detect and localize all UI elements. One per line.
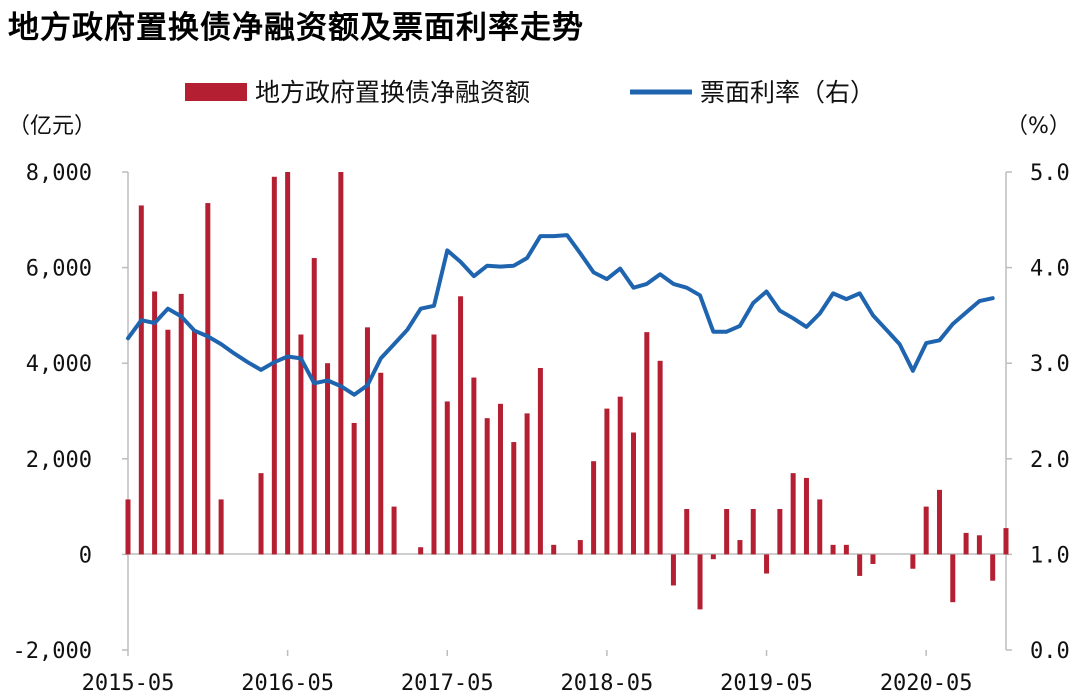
x-tick-labels: 2015-05 2016-05 2017-05 2018-05 2019-05 2020-… <box>82 650 973 696</box>
left-tick-label: 4,000 <box>26 352 92 377</box>
bar <box>285 172 291 555</box>
line-series <box>126 233 995 397</box>
x-tick-label: 2020-05 <box>880 671 973 696</box>
bar <box>524 413 530 555</box>
bar <box>670 554 676 586</box>
x-tick-label: 2015-05 <box>82 671 175 696</box>
bar <box>338 172 344 555</box>
bar <box>378 372 384 555</box>
bar <box>950 554 956 603</box>
bar <box>364 327 370 555</box>
bar <box>351 422 357 555</box>
bar <box>551 544 557 555</box>
bar <box>178 293 184 555</box>
bar <box>444 401 450 555</box>
bar <box>511 442 517 555</box>
bar <box>484 418 490 555</box>
bar <box>325 363 331 555</box>
bar <box>311 258 317 555</box>
legend-line-label: 票面利率（右） <box>700 78 875 107</box>
bar <box>697 554 703 610</box>
right-axis-unit: （%） <box>1006 114 1071 139</box>
legend-bar-label: 地方政府置换债净融资额 <box>255 78 530 107</box>
bar <box>870 554 876 564</box>
left-tick-label: -2,000 <box>13 639 92 664</box>
x-tick-label: 2019-05 <box>720 671 813 696</box>
bar <box>631 432 637 555</box>
bar <box>205 203 211 555</box>
bar <box>1003 528 1009 555</box>
bar <box>790 473 796 555</box>
bar <box>165 329 171 555</box>
bar <box>910 554 916 569</box>
bar <box>431 334 437 555</box>
bar <box>737 540 743 555</box>
bar <box>298 334 304 555</box>
right-tick-labels: 0.0 1.0 2.0 3.0 4.0 5.0 <box>1006 161 1070 664</box>
x-tick-label: 2016-05 <box>241 671 334 696</box>
bar <box>830 544 836 555</box>
bar <box>750 508 756 555</box>
bar <box>657 360 663 555</box>
bar <box>817 499 823 555</box>
right-tick-label: 0.0 <box>1030 639 1070 664</box>
chart-title: 地方政府置换债净融资额及票面利率走势 <box>8 10 584 46</box>
bar <box>644 332 650 555</box>
bar <box>471 377 477 555</box>
bar <box>192 329 198 555</box>
bar <box>258 473 264 555</box>
bar <box>857 554 863 576</box>
bar <box>591 461 597 555</box>
right-tick-label: 2.0 <box>1030 448 1070 473</box>
bar <box>710 554 716 560</box>
bar <box>391 506 397 555</box>
right-tick-label: 4.0 <box>1030 257 1070 282</box>
left-axis-unit: （亿元） <box>8 114 96 139</box>
bar <box>923 506 929 555</box>
right-tick-label: 1.0 <box>1030 543 1070 568</box>
coupon-rate-line <box>126 233 995 397</box>
legend-bar-swatch <box>185 83 247 101</box>
left-tick-label: 6,000 <box>26 257 92 282</box>
left-tick-label: 0 <box>79 543 92 568</box>
left-tick-labels: -2,000 0 2,000 4,000 6,000 8,000 <box>13 161 128 664</box>
legend: 地方政府置换债净融资额 票面利率（右） <box>185 78 875 107</box>
bar <box>617 396 623 555</box>
bar <box>138 205 144 555</box>
bar <box>976 535 982 555</box>
right-tick-label: 5.0 <box>1030 161 1070 186</box>
bar <box>684 508 690 555</box>
x-tick-label: 2017-05 <box>401 671 494 696</box>
left-tick-label: 8,000 <box>26 161 92 186</box>
bar <box>418 547 424 555</box>
bar <box>843 544 849 555</box>
bar <box>152 291 158 555</box>
bar <box>990 554 996 581</box>
bar <box>271 176 277 555</box>
bar <box>724 508 730 555</box>
bar <box>963 532 969 555</box>
bar <box>577 540 583 555</box>
bar <box>125 499 131 555</box>
bar <box>537 367 543 555</box>
bar <box>604 408 610 555</box>
bar-series <box>125 172 1009 610</box>
bar <box>458 296 464 555</box>
left-tick-label: 2,000 <box>26 448 92 473</box>
bar <box>936 489 942 555</box>
bar <box>777 508 783 555</box>
bar <box>803 477 809 555</box>
x-tick-label: 2018-05 <box>561 671 654 696</box>
bar <box>764 554 770 574</box>
right-tick-label: 3.0 <box>1030 352 1070 377</box>
bar <box>497 403 503 555</box>
bar <box>218 499 224 555</box>
